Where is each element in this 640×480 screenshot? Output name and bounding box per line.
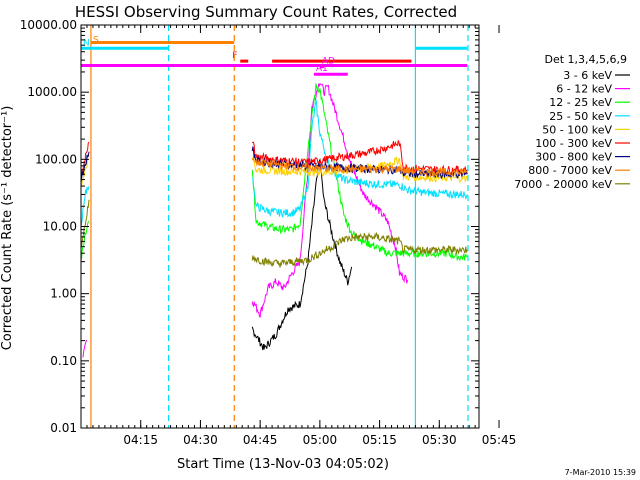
- x-tick-label-0: 04:15: [123, 433, 158, 447]
- series-line-7: [251, 157, 468, 178]
- footer-date: 7-Mar-2010 15:39: [565, 468, 636, 477]
- early-segment-3: [81, 186, 90, 227]
- y-tick-label-2: 100.00: [35, 152, 77, 166]
- x-tick-label-2: 04:45: [243, 433, 278, 447]
- x-tick-label-4: 05:15: [362, 433, 397, 447]
- series-line-2: [251, 83, 468, 262]
- x-axis-label: Start Time (13-Nov-03 04:05:02): [177, 457, 389, 472]
- legend-entry-6: 300 - 800 keV: [535, 151, 612, 164]
- series-line-8: [251, 231, 468, 268]
- flag-label-0: S: [93, 35, 99, 45]
- series-line-0: [251, 158, 353, 351]
- legend-entry-3: 25 - 50 keV: [549, 110, 612, 123]
- y-tick-label-4: 1.00: [50, 287, 77, 301]
- y-axis-label: Corrected Count Rate (s⁻¹ detector⁻¹): [0, 106, 15, 351]
- x-tick-label-1: 04:30: [183, 433, 218, 447]
- legend-entry-4: 50 - 100 keV: [542, 123, 612, 136]
- legend-entry-8: 7000 - 20000 keV: [514, 178, 612, 191]
- flag-label-7: A1: [316, 64, 328, 74]
- early-segment-2: [81, 151, 90, 183]
- y-tick-label-5: 0.10: [50, 354, 77, 368]
- legend-entry-2: 12 - 25 keV: [549, 96, 612, 109]
- x-tick-label-6: 05:45: [482, 433, 517, 447]
- y-tick-label-6: 0.01: [50, 421, 77, 435]
- series-line-6: [251, 146, 468, 180]
- legend-entry-0: 3 - 6 keV: [563, 69, 612, 82]
- chart-title: HESSI Observing Summary Count Rates, Cor…: [75, 3, 457, 21]
- y-tick-label-3: 10.00: [43, 220, 77, 234]
- flag-label-1: N: [83, 38, 90, 48]
- flag-label-6: AD: [322, 57, 335, 67]
- series-line-3: [251, 99, 468, 218]
- x-tick-label-5: 05:30: [422, 433, 457, 447]
- legend-entry-5: 100 - 300 keV: [535, 137, 612, 150]
- y-tick-label-0: 10000.00: [20, 18, 77, 32]
- series-line-1: [251, 83, 408, 318]
- legend-title: Det 1,3,4,5,6,9: [544, 53, 627, 66]
- data-layer: [81, 25, 469, 428]
- legend-entry-7: 800 - 7000 keV: [528, 164, 612, 177]
- x-tick-label-3: 05:00: [303, 433, 338, 447]
- legend-entry-1: 6 - 12 keV: [556, 83, 612, 96]
- early-segment-6: [82, 339, 88, 358]
- flag-label-3: F: [232, 51, 237, 61]
- y-tick-label-1: 1000.00: [27, 85, 77, 99]
